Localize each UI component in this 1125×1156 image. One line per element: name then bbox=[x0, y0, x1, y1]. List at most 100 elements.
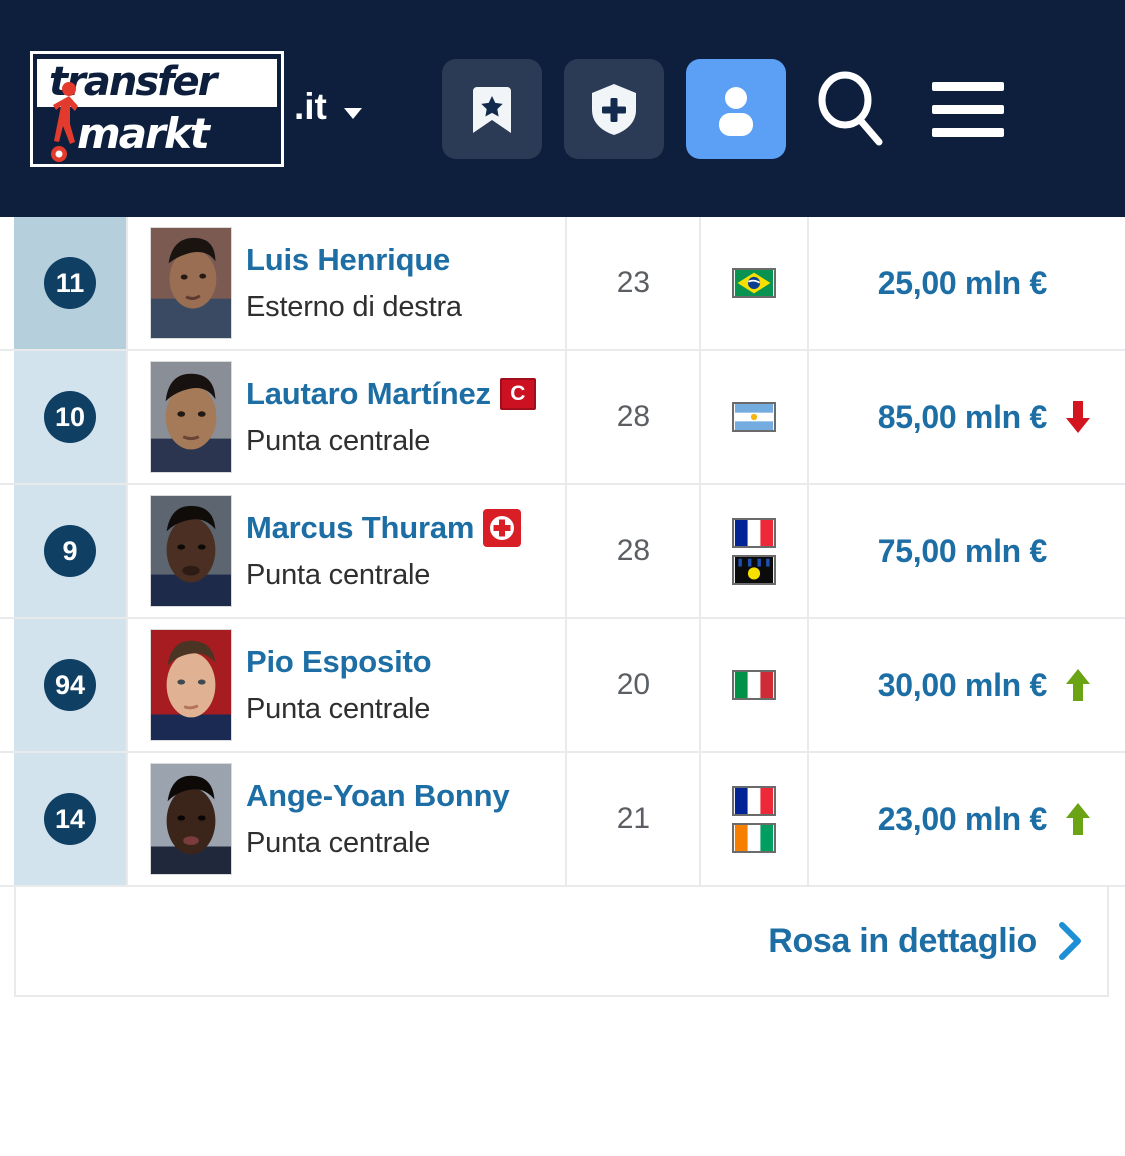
player-position: Punta centrale bbox=[246, 424, 431, 457]
avatar-image bbox=[151, 362, 231, 472]
market-value-cell: 75,00 mln € bbox=[809, 485, 1125, 617]
flag-france-icon bbox=[732, 785, 777, 816]
football-player-icon bbox=[51, 81, 78, 162]
shirt-number-cell: 9 bbox=[14, 485, 126, 617]
player-cell[interactable]: Ange-Yoan Bonny Punta centrale bbox=[126, 753, 568, 885]
user-icon bbox=[718, 86, 753, 136]
player-cell[interactable]: Pio Esposito Punta centrale bbox=[126, 619, 568, 751]
player-name-link[interactable]: Pio Esposito bbox=[246, 643, 432, 679]
player-position: Punta centrale bbox=[246, 692, 431, 725]
player-info: Pio Esposito Punta centrale bbox=[246, 638, 432, 732]
flag-guadeloupe-icon bbox=[732, 554, 777, 585]
squad-detail-link[interactable]: Rosa in dettaglio bbox=[768, 921, 1037, 960]
shirt-number-cell: 11 bbox=[14, 217, 126, 349]
market-value-cell: 85,00 mln € bbox=[809, 351, 1125, 483]
watchlist-button[interactable] bbox=[563, 58, 664, 159]
player-position: Punta centrale bbox=[246, 826, 431, 859]
site-header: transfer markt .it bbox=[0, 0, 1125, 217]
shirt-number-cell: 94 bbox=[14, 619, 126, 751]
table-footer: Rosa in dettaglio bbox=[14, 887, 1109, 997]
player-cell[interactable]: Marcus Thuram Punta centrale bbox=[126, 485, 568, 617]
player-portrait bbox=[150, 629, 232, 741]
trend-down-icon bbox=[1066, 401, 1090, 433]
trend-up-icon bbox=[1066, 803, 1090, 835]
player-name-line: Marcus Thuram bbox=[246, 504, 522, 552]
table-row[interactable]: 10 Lautaro Martínez C Punta bbox=[0, 351, 1125, 485]
market-value: 25,00 mln € bbox=[877, 264, 1048, 301]
market-value: 85,00 mln € bbox=[877, 398, 1048, 435]
player-age: 28 bbox=[567, 485, 702, 617]
squad-table: 11 Luis Henrique Esterno di destra bbox=[0, 217, 1125, 887]
flag-italy-icon bbox=[732, 670, 777, 700]
shirt-number-badge: 9 bbox=[44, 525, 96, 577]
shirt-number-cell: 10 bbox=[14, 351, 126, 483]
player-info: Lautaro Martínez C Punta centrale bbox=[246, 370, 536, 464]
market-value-cell: 25,00 mln € bbox=[809, 217, 1125, 349]
logo-tld: .it bbox=[294, 85, 327, 127]
player-cell[interactable]: Luis Henrique Esterno di destra bbox=[126, 217, 568, 349]
player-name-line: Pio Esposito bbox=[246, 638, 432, 686]
player-name-line: Ange-Yoan Bonny bbox=[246, 772, 510, 820]
nationality-cell bbox=[701, 351, 810, 483]
player-age: 28 bbox=[567, 351, 702, 483]
nationality-cell bbox=[701, 753, 810, 885]
nationality-cell bbox=[701, 217, 810, 349]
site-logo[interactable]: transfer markt .it bbox=[30, 50, 362, 167]
player-position: Esterno di destra bbox=[246, 290, 462, 323]
logo-white-band bbox=[37, 58, 277, 107]
player-name-link[interactable]: Luis Henrique bbox=[246, 241, 451, 277]
player-cell[interactable]: Lautaro Martínez C Punta centrale bbox=[126, 351, 568, 483]
avatar-image bbox=[151, 228, 231, 338]
avatar-image bbox=[151, 630, 231, 740]
market-value: 23,00 mln € bbox=[877, 800, 1048, 837]
player-portrait bbox=[150, 495, 232, 607]
logo-word-markt: markt bbox=[77, 108, 210, 158]
player-name-link[interactable]: Lautaro Martínez bbox=[246, 375, 491, 411]
bookmark-star-icon bbox=[472, 86, 511, 133]
menu-button[interactable] bbox=[926, 59, 1010, 159]
transfermarkt-logo-mark[interactable]: transfer markt bbox=[30, 50, 284, 167]
player-name-link[interactable]: Marcus Thuram bbox=[246, 509, 475, 545]
market-value: 30,00 mln € bbox=[877, 666, 1048, 703]
market-value-cell: 23,00 mln € bbox=[809, 753, 1125, 885]
market-value: 75,00 mln € bbox=[877, 532, 1048, 569]
player-age: 21 bbox=[567, 753, 702, 885]
flag-brazil-icon bbox=[732, 268, 777, 298]
player-portrait bbox=[150, 763, 232, 875]
flag-france-icon bbox=[732, 517, 777, 548]
nationality-cell bbox=[701, 619, 810, 751]
chevron-down-icon[interactable] bbox=[343, 108, 362, 119]
player-name-link[interactable]: Ange-Yoan Bonny bbox=[246, 777, 510, 813]
bookmark-button[interactable] bbox=[441, 58, 542, 159]
avatar-image bbox=[151, 496, 231, 606]
table-row[interactable]: 94 Pio Esposito Punta centrale bbox=[0, 619, 1125, 753]
injury-badge bbox=[483, 508, 522, 547]
table-row[interactable]: 9 Marcus Thuram bbox=[0, 485, 1125, 619]
avatar-image bbox=[151, 764, 231, 874]
market-value-cell: 30,00 mln € bbox=[809, 619, 1125, 751]
shirt-number-badge: 14 bbox=[44, 793, 96, 845]
hamburger-menu-icon bbox=[931, 81, 1004, 137]
search-button[interactable] bbox=[808, 59, 892, 159]
shirt-number-badge: 11 bbox=[44, 257, 96, 309]
logo-word-transfer: transfer bbox=[49, 58, 217, 105]
trend-up-icon bbox=[1066, 669, 1090, 701]
chevron-right-icon[interactable] bbox=[1057, 922, 1083, 960]
player-age: 23 bbox=[567, 217, 702, 349]
header-actions bbox=[441, 58, 1010, 159]
shirt-number-badge: 94 bbox=[44, 659, 96, 711]
shield-plus-icon bbox=[591, 83, 636, 135]
player-info: Marcus Thuram Punta centrale bbox=[246, 504, 522, 598]
player-age: 20 bbox=[567, 619, 702, 751]
search-icon bbox=[818, 71, 883, 145]
profile-button[interactable] bbox=[685, 58, 786, 159]
player-info: Luis Henrique Esterno di destra bbox=[246, 236, 462, 330]
table-row[interactable]: 11 Luis Henrique Esterno di destra bbox=[0, 217, 1125, 351]
player-name-line: Lautaro Martínez C bbox=[246, 370, 536, 418]
table-row[interactable]: 14 Ange-Yoan Bonny Punta centrale bbox=[0, 753, 1125, 887]
flag-argentina-icon bbox=[732, 402, 777, 432]
player-portrait bbox=[150, 361, 232, 473]
player-portrait bbox=[150, 227, 232, 339]
nationality-cell bbox=[701, 485, 810, 617]
shirt-number-cell: 14 bbox=[14, 753, 126, 885]
